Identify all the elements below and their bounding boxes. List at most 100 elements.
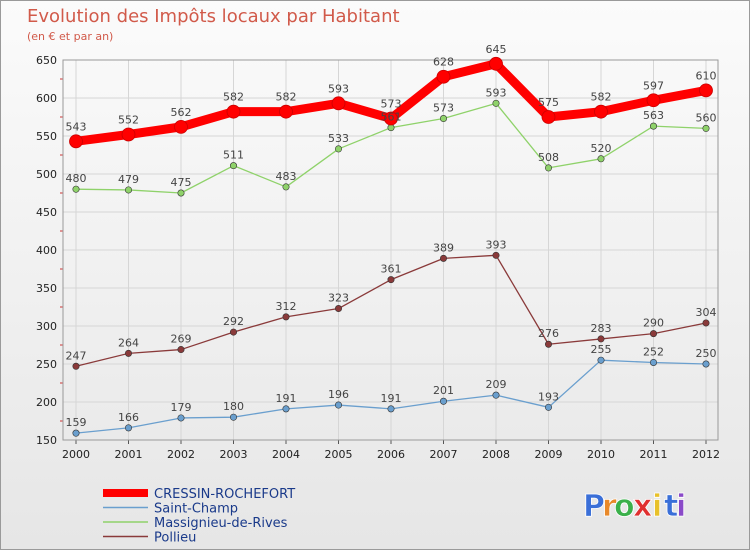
data-label: 480 <box>66 172 87 185</box>
data-point <box>646 93 661 108</box>
data-label: 166 <box>118 411 139 424</box>
data-point <box>121 127 136 142</box>
x-tick-label: 2002 <box>167 448 195 461</box>
data-label: 483 <box>276 170 297 183</box>
data-point <box>72 429 80 437</box>
data-label: 573 <box>381 98 402 111</box>
logo-letter: i <box>676 489 686 524</box>
data-label: 283 <box>591 322 612 335</box>
legend: CRESSIN-ROCHEFORTSaint-ChampMassignieu-d… <box>103 487 295 546</box>
data-label: 269 <box>171 333 192 346</box>
data-label: 628 <box>433 56 454 69</box>
legend-label: CRESSIN-ROCHEFORT <box>154 487 295 502</box>
data-point <box>439 115 447 123</box>
data-point <box>436 69 451 84</box>
data-point <box>72 362 80 370</box>
data-point <box>544 164 552 172</box>
data-label: 573 <box>433 102 454 115</box>
data-label: 593 <box>328 82 349 95</box>
x-tick-label: 2003 <box>220 448 248 461</box>
data-point <box>282 313 290 321</box>
data-point <box>702 124 710 132</box>
data-point <box>331 96 346 111</box>
data-label: 361 <box>381 263 402 276</box>
data-label: 562 <box>171 106 192 119</box>
data-label: 479 <box>118 173 139 186</box>
data-label: 582 <box>276 91 297 104</box>
data-point <box>541 110 556 124</box>
legend-label: Pollieu <box>154 531 196 546</box>
data-point <box>439 254 447 262</box>
data-label: 312 <box>276 300 297 313</box>
data-point <box>597 356 605 364</box>
data-label: 552 <box>118 113 139 126</box>
x-tick-label: 2011 <box>640 448 668 461</box>
data-point <box>702 360 710 368</box>
x-tick-label: 2000 <box>62 448 90 461</box>
data-point <box>334 145 342 153</box>
data-point <box>125 424 133 432</box>
x-tick-label: 2004 <box>272 448 300 461</box>
y-tick-label: 350 <box>36 282 57 295</box>
data-label: 393 <box>486 238 507 251</box>
data-label: 508 <box>538 151 559 164</box>
data-point <box>125 349 133 357</box>
data-point <box>439 397 447 405</box>
data-point <box>230 413 238 421</box>
data-label: 250 <box>696 347 717 360</box>
chart-subtitle: (en € et par an) <box>27 30 113 43</box>
data-point <box>492 391 500 399</box>
data-point <box>594 104 608 119</box>
data-label: 247 <box>66 349 87 362</box>
logo-letter: t <box>664 489 678 524</box>
y-tick-label: 150 <box>36 434 57 447</box>
data-label: 191 <box>276 392 297 405</box>
data-point <box>384 111 398 126</box>
logo-letter: o <box>614 489 635 524</box>
data-point <box>230 162 238 170</box>
legend-label: Saint-Champ <box>154 502 238 517</box>
logo-letter: r <box>602 489 617 524</box>
data-point <box>492 251 500 259</box>
data-label: 201 <box>433 384 454 397</box>
data-label: 304 <box>696 306 717 319</box>
plot-area <box>62 59 719 441</box>
data-label: 582 <box>591 91 612 104</box>
data-label: 560 <box>696 111 717 124</box>
data-label: 389 <box>433 241 454 254</box>
data-label: 475 <box>171 176 192 189</box>
data-labels: 159 166 179 180 191 196 191 201 209 193 255 252 250 4… <box>66 43 717 429</box>
data-label: 323 <box>328 292 349 305</box>
data-point <box>282 183 290 191</box>
x-tick-label: 2008 <box>482 448 510 461</box>
data-label: 290 <box>643 317 664 330</box>
data-label: 255 <box>591 343 612 356</box>
data-point <box>649 358 657 366</box>
x-tick-label: 2009 <box>535 448 563 461</box>
data-point <box>282 405 290 413</box>
legend-label: Massignieu-de-Rives <box>154 516 288 531</box>
data-point <box>174 119 188 134</box>
logo-letter: P <box>583 489 605 524</box>
y-tick-label: 400 <box>36 244 57 257</box>
series-group <box>69 56 713 437</box>
data-point <box>226 104 241 119</box>
y-tick-label: 300 <box>36 320 57 333</box>
data-label: 561 <box>381 111 402 124</box>
x-tick-label: 2007 <box>430 448 458 461</box>
data-label: 543 <box>66 120 87 133</box>
y-tick-label: 250 <box>36 358 57 371</box>
data-label: 180 <box>223 400 244 413</box>
data-point <box>699 83 713 98</box>
data-point <box>177 414 185 422</box>
data-point <box>72 185 80 193</box>
data-label: 520 <box>591 142 612 155</box>
data-label: 193 <box>538 390 559 403</box>
x-tick-label: 2006 <box>377 448 405 461</box>
data-point <box>334 305 342 313</box>
data-label: 209 <box>486 378 507 391</box>
data-label: 252 <box>643 345 664 358</box>
data-label: 533 <box>328 132 349 145</box>
data-point <box>334 401 342 409</box>
